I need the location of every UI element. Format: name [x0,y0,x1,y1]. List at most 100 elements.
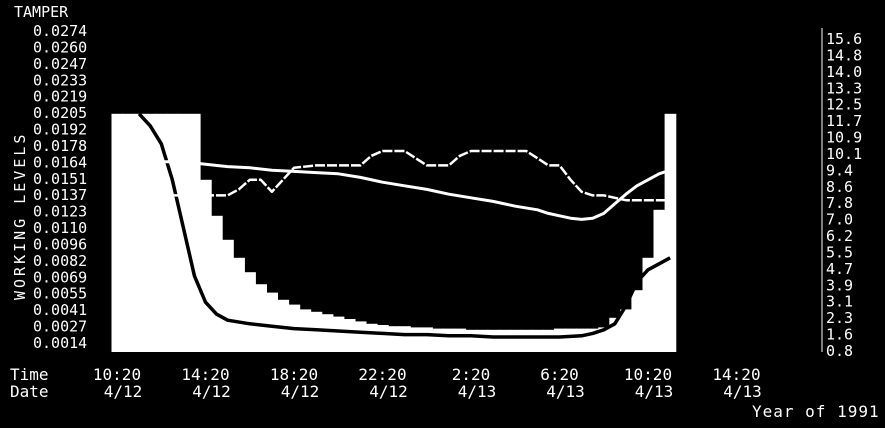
bar [388,326,400,352]
bar [509,329,522,352]
bar [520,329,533,352]
y-right-tick: 3.9 [826,276,853,294]
bar [266,292,278,352]
line-series-group [137,112,671,339]
y-left-tick: 0.0069 [33,268,87,286]
y-right-tick: 8.6 [826,178,853,196]
bar [244,272,256,352]
y-left-tick: 0.0027 [33,318,87,336]
bar [399,326,411,352]
y-right-tick: 13.3 [826,79,862,97]
bar [554,328,566,352]
y-right-tick: 0.8 [826,342,853,360]
y-left-tick: 0.0164 [33,153,87,171]
bar [565,328,577,352]
x-tick-date: 4/13 [723,382,762,401]
y-right-tick: 10.1 [826,145,862,163]
bar [498,329,511,352]
y-right-tick: 14.0 [826,63,862,81]
x-tick-time: 14:20 [712,365,760,384]
y-right-tick: 14.8 [826,46,862,64]
right-tick-labels: 15.614.814.013.312.511.710.910.19.48.67.… [826,30,862,360]
bar [111,113,124,352]
bar [443,328,455,352]
bar [421,327,433,352]
bar [321,314,334,352]
bar [166,113,179,352]
y-left-tick: 0.0041 [33,301,87,319]
bar [122,113,135,352]
y-right-tick: 6.2 [826,227,853,245]
tamper-label: TAMPER [14,3,69,21]
y-left-tick: 0.0178 [33,137,87,155]
y-right-tick: 4.7 [826,260,853,278]
bar [587,328,599,352]
x-tick-date: 4/12 [369,382,408,401]
bar [465,329,478,352]
y-right-tick: 12.5 [826,96,862,114]
x-tick-date: 4/12 [281,382,320,401]
bar [542,329,555,352]
y-right-tick: 7.8 [826,194,853,212]
y-left-tick: 0.0137 [33,186,87,204]
y-right-tick: 2.3 [826,309,853,327]
bar [598,327,610,352]
y-right-tick: 10.9 [826,129,862,147]
bar-series [111,113,677,352]
x-tick-date: 4/13 [546,382,585,401]
bar [155,113,168,352]
y-right-tick: 11.7 [826,112,862,130]
y-left-tick: 0.0205 [33,104,87,122]
x-tick-date: 4/12 [104,382,143,401]
x-tick-time: 2:20 [452,365,491,384]
date-row-label: Date [10,382,49,401]
bar [188,113,201,352]
year-label: Year of 1991 [752,402,880,421]
bar [211,215,223,352]
y-right-tick: 3.1 [826,293,853,311]
y-right-tick: 1.6 [826,326,853,344]
bar [642,257,655,352]
x-tick-date: 4/13 [635,382,674,401]
x-tick-date: 4/13 [458,382,497,401]
bar [410,327,422,352]
time-row-label: Time [10,365,49,384]
bar [609,317,621,352]
series-line-3 [138,149,671,211]
y-left-tick: 0.0260 [33,38,87,56]
y-left-tick: 0.0096 [33,235,87,253]
bar [233,257,245,352]
bar [255,284,267,352]
bar [664,113,677,352]
y-right-tick: 15.6 [826,30,862,48]
bar [200,179,212,352]
x-tick-time: 10:20 [93,365,141,384]
bar [476,329,489,352]
bar [631,290,644,352]
y-left-tick: 0.0110 [33,219,87,237]
y-right-tick: 7.0 [826,211,853,229]
bar [487,329,500,352]
x-tick-time: 22:20 [358,365,406,384]
y-left-tick: 0.0014 [33,334,87,352]
bar [310,311,323,352]
bar [377,325,389,352]
y-left-tick: 0.0151 [33,170,87,188]
x-tick-date: 4/12 [192,382,231,401]
x-tick-time: 10:20 [624,365,672,384]
series-line-2 [161,160,671,221]
bar [222,239,234,352]
bar [620,309,632,352]
left-tick-labels: 0.02740.02600.02470.02330.02190.02050.01… [33,22,87,352]
series-line-1 [137,112,671,339]
bar [144,113,157,352]
y-axis-label: WORKING LEVELS [11,132,29,300]
x-tick-time: 14:20 [181,365,229,384]
y-left-tick: 0.0219 [33,88,87,106]
y-left-tick: 0.0233 [33,71,87,89]
x-tick-time: 6:20 [540,365,579,384]
bar [576,328,588,352]
y-left-tick: 0.0247 [33,55,87,73]
bar [432,328,444,352]
